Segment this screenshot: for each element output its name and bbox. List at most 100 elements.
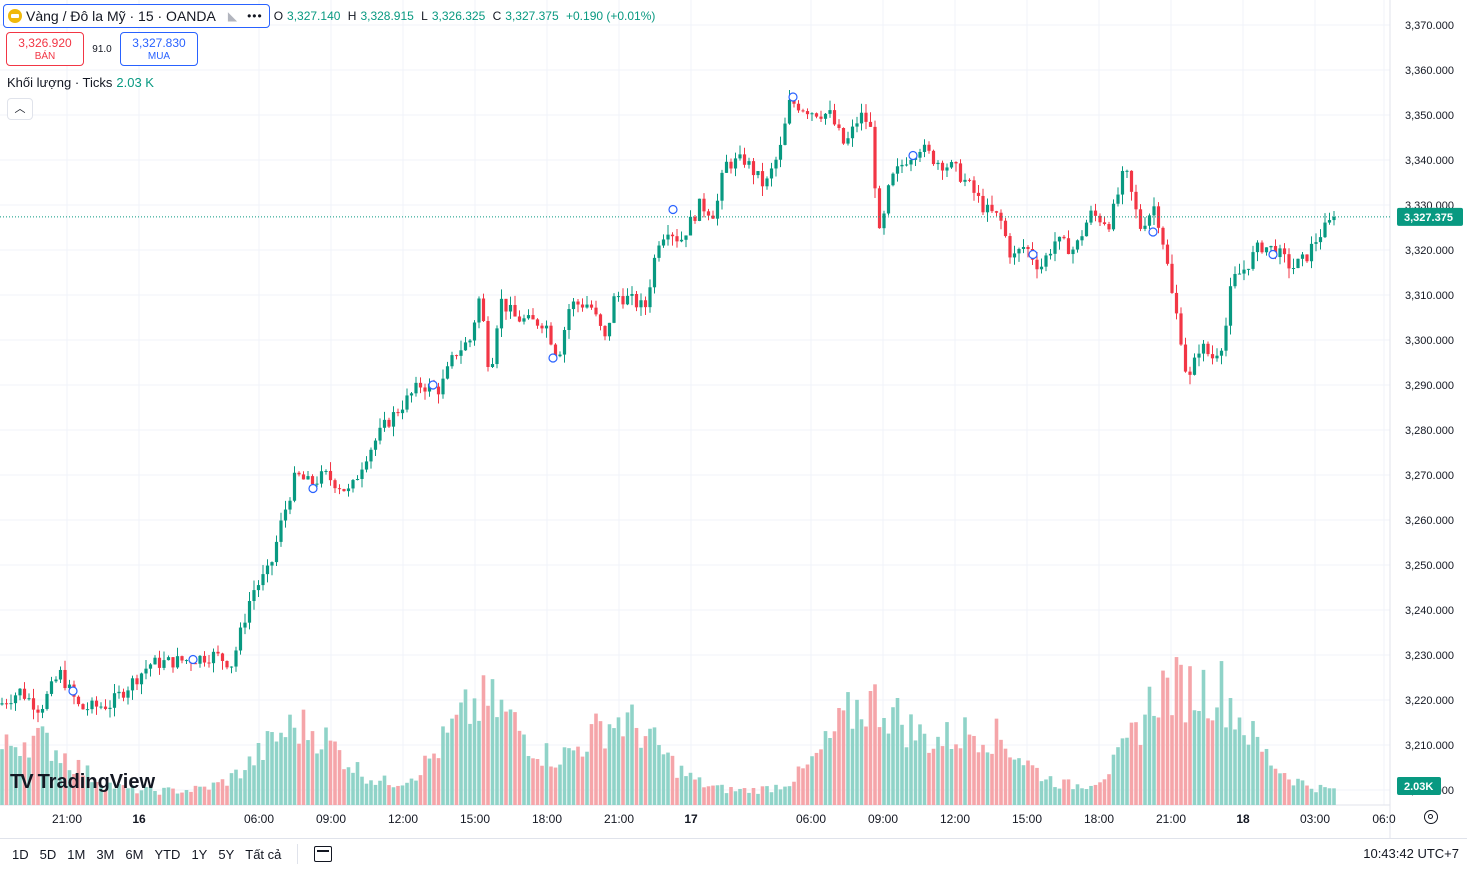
volume-bar xyxy=(382,775,387,805)
range-all[interactable]: Tất cả xyxy=(245,846,282,862)
candle-body xyxy=(603,325,607,337)
candle-body xyxy=(103,706,108,709)
volume-bar xyxy=(220,779,225,805)
volume-bar xyxy=(918,724,922,805)
price-tick-label: 3,230.000 xyxy=(1405,650,1454,662)
volume-bar xyxy=(292,727,297,805)
calendar-goto-icon[interactable] xyxy=(314,846,333,862)
candle-body xyxy=(153,657,157,665)
range-5d[interactable]: 5D xyxy=(39,846,57,862)
volume-bar xyxy=(1192,710,1197,805)
range-3m[interactable]: 3M xyxy=(96,846,115,862)
volume-bar xyxy=(963,717,967,805)
volume-bar xyxy=(369,780,373,805)
volume-bar xyxy=(121,785,126,805)
clock[interactable]: 10:43:42 UTC+7 xyxy=(1363,846,1459,861)
candle-body xyxy=(1048,253,1053,256)
candle-body xyxy=(1300,254,1305,259)
candle-body xyxy=(684,235,688,240)
volume-bar xyxy=(1219,661,1224,805)
volume-bar xyxy=(841,710,846,805)
candle-body xyxy=(981,195,985,213)
settings-gear-icon[interactable] xyxy=(1424,810,1438,824)
candle-body xyxy=(130,678,135,691)
range-1y[interactable]: 1Y xyxy=(191,846,208,862)
open-value: 3,327.140 xyxy=(287,9,341,23)
price-tick-label: 3,360.000 xyxy=(1405,65,1454,77)
volume-bar xyxy=(990,753,994,805)
volume-bar xyxy=(1201,669,1206,805)
candle-body xyxy=(486,321,490,367)
volume-bar xyxy=(864,726,868,805)
volume-bar xyxy=(940,746,945,805)
price-tick-label: 3,300.000 xyxy=(1405,335,1454,347)
candle-body xyxy=(1161,227,1165,245)
candle-body xyxy=(1129,170,1134,192)
symbol-selector[interactable]: Vàng / Đô la Mỹ · 15 · OANDA ◣ ••• xyxy=(3,4,270,28)
volume-bar xyxy=(432,753,436,805)
volume-bar xyxy=(976,752,981,805)
candle-body xyxy=(1098,215,1102,223)
candle-body xyxy=(1246,268,1251,270)
collapse-legend-button[interactable]: ︿ xyxy=(7,98,33,120)
range-1d[interactable]: 1D xyxy=(12,846,29,862)
candle-body xyxy=(715,200,720,219)
buy-button[interactable]: 3,327.830 MUA xyxy=(120,32,198,66)
range-ytd[interactable]: YTD xyxy=(154,846,181,862)
candle-body xyxy=(954,162,958,164)
volume-bar xyxy=(1318,784,1323,805)
volume-bar xyxy=(1323,787,1327,805)
candle-body xyxy=(171,657,175,668)
price-tick-label: 3,210.000 xyxy=(1405,740,1454,752)
candle-body xyxy=(724,161,729,173)
volume-bar xyxy=(801,768,805,805)
volume-bar xyxy=(427,758,432,805)
range-6m[interactable]: 6M xyxy=(125,846,144,862)
volume-bar xyxy=(936,736,940,805)
candle-body xyxy=(697,198,702,221)
candle-body xyxy=(1323,222,1327,238)
candle-body xyxy=(76,696,81,705)
volume-bar xyxy=(616,717,621,805)
volume-bar xyxy=(715,785,720,805)
spread-value: 91.0 xyxy=(92,44,112,55)
candle-body xyxy=(877,188,882,229)
range-5y[interactable]: 5Y xyxy=(218,846,235,862)
volume-bar xyxy=(598,721,603,805)
candle-body xyxy=(711,215,715,219)
volume-bar xyxy=(130,785,135,805)
volume-bar xyxy=(373,784,378,805)
candle-body xyxy=(612,296,616,323)
time-tick-label: 16 xyxy=(132,812,146,826)
volume-bar xyxy=(418,775,423,805)
volume-bar xyxy=(387,785,391,805)
candle-body xyxy=(616,296,621,298)
more-dots-icon[interactable]: ••• xyxy=(247,9,263,23)
candle-body xyxy=(202,655,207,663)
volume-bar xyxy=(31,735,36,805)
candle-body xyxy=(774,159,778,169)
volume-bar xyxy=(643,736,648,805)
candle-body xyxy=(1134,191,1138,210)
last-price-tag: 3,327.375 xyxy=(1397,207,1463,226)
candle-body xyxy=(544,325,549,329)
volume-bar xyxy=(742,788,747,805)
candle-body xyxy=(319,471,324,484)
candle-body xyxy=(1314,242,1318,244)
candle-body xyxy=(373,440,378,450)
volume-bar xyxy=(319,749,324,805)
candle-body xyxy=(747,161,751,165)
volume-bar xyxy=(193,785,198,805)
candle-body xyxy=(688,216,693,236)
range-1m[interactable]: 1M xyxy=(67,846,86,862)
volume-bar xyxy=(157,794,162,805)
volume-bar xyxy=(927,752,931,805)
volume-bar xyxy=(1179,664,1183,805)
flag-icon[interactable]: ◣ xyxy=(227,9,238,23)
volume-bar xyxy=(981,744,985,805)
sell-button[interactable]: 3,326.920 BÁN xyxy=(6,32,84,66)
volume-bar xyxy=(229,773,234,805)
candle-body xyxy=(630,293,634,296)
volume-bar xyxy=(571,750,576,805)
